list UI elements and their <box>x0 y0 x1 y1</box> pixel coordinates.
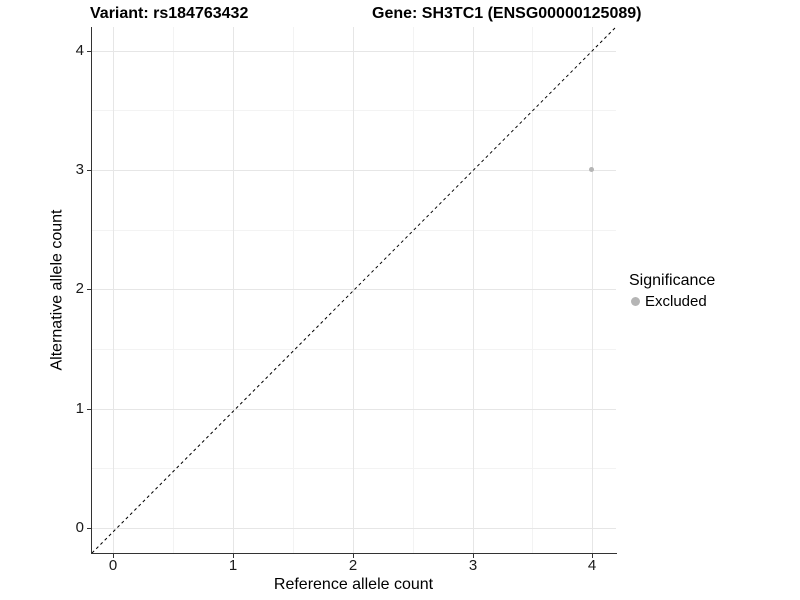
x-tick-label: 4 <box>587 557 597 574</box>
y-tick-label: 1 <box>75 400 84 417</box>
gridline-major-h <box>91 289 616 290</box>
y-tick-label: 4 <box>75 42 84 59</box>
gridline-major-h <box>91 528 616 529</box>
identity-line <box>91 27 617 554</box>
y-tick-mark <box>87 409 91 410</box>
gridline-major-h <box>91 170 616 171</box>
x-axis-label: Reference allele count <box>273 576 434 593</box>
y-tick-label: 2 <box>75 280 84 297</box>
legend-title: Significance <box>629 272 716 289</box>
plot-title-variant: Variant: rs184763432 <box>90 5 249 22</box>
legend: Significance Excluded <box>629 272 715 310</box>
x-tick-label: 1 <box>228 557 238 574</box>
x-tick-mark <box>473 554 474 558</box>
y-tick-mark <box>87 289 91 290</box>
legend-item-label: Excluded <box>645 293 707 310</box>
gridline-major-v <box>473 27 474 553</box>
y-tick-mark <box>87 170 91 171</box>
x-tick-mark <box>353 554 354 558</box>
legend-item: Excluded <box>629 293 715 310</box>
gridline-minor-v <box>173 27 174 553</box>
gridline-major-h <box>91 409 616 410</box>
gridline-major-v <box>592 27 593 553</box>
y-axis-line <box>91 27 92 554</box>
gridline-minor-v <box>293 27 294 553</box>
gridline-major-v <box>353 27 354 553</box>
legend-key-dot-icon <box>631 297 640 306</box>
y-tick-label: 3 <box>75 161 84 178</box>
x-tick-label: 3 <box>468 557 478 574</box>
data-point <box>589 167 594 172</box>
y-tick-mark <box>87 51 91 52</box>
plot-title-gene: Gene: SH3TC1 (ENSG00000125089) <box>372 5 642 22</box>
x-axis-line <box>91 553 617 554</box>
gridline-minor-v <box>413 27 414 553</box>
gridline-major-v <box>233 27 234 553</box>
gridline-major-v <box>113 27 114 553</box>
x-tick-mark <box>592 554 593 558</box>
y-tick-label: 0 <box>75 519 84 536</box>
y-tick-mark <box>87 528 91 529</box>
x-tick-mark <box>233 554 234 558</box>
gridline-major-h <box>91 51 616 52</box>
x-tick-mark <box>113 554 114 558</box>
x-tick-label: 0 <box>108 557 118 574</box>
gridline-minor-v <box>532 27 533 553</box>
x-tick-label: 2 <box>348 557 358 574</box>
